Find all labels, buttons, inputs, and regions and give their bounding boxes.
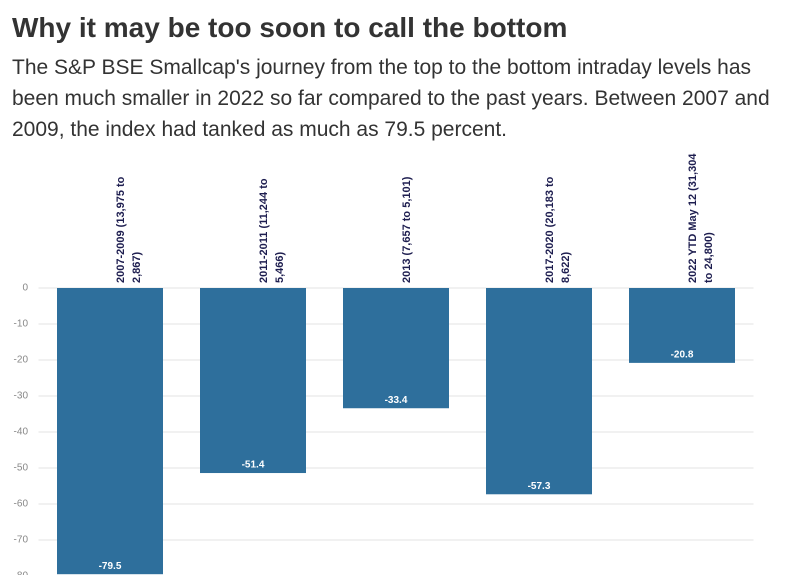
bar [486, 288, 592, 495]
y-tick-label: -20 [14, 355, 29, 366]
x-tick-label: 2013 (7,657 to 5,101) [401, 176, 413, 283]
chart-title: Why it may be too soon to call the botto… [12, 12, 568, 43]
y-tick-label: -60 [14, 499, 29, 510]
y-tick-label: -50 [14, 463, 29, 474]
bar [629, 288, 735, 363]
y-tick-label: 0 [22, 283, 28, 294]
y-tick-label: -80 [14, 571, 29, 575]
y-tick-label: -30 [14, 391, 29, 402]
bar [200, 288, 306, 474]
bar [343, 288, 449, 409]
x-tick-label: 2022 YTD May 12 (31,304 to 24,800) [687, 153, 715, 283]
x-tick-label: 2017-2020 (20,183 to 8,622) [544, 176, 572, 283]
value-label: -57.3 [528, 481, 551, 492]
value-label: -51.4 [242, 460, 265, 471]
x-tick-label: 2007-2009 (13,975 to 2,867) [115, 176, 143, 283]
value-label: -79.5 [99, 561, 122, 572]
bar [57, 288, 163, 575]
chart-subtitle: The S&P BSE Smallcap's journey from the … [12, 56, 770, 141]
y-tick-label: -40 [14, 427, 29, 438]
value-label: -33.4 [385, 395, 408, 406]
y-tick-label: -10 [14, 319, 29, 330]
value-label: -20.8 [671, 350, 694, 361]
x-tick-label: 2011-2011 (11,244 to 5,466) [258, 178, 286, 283]
y-tick-label: -70 [14, 535, 29, 546]
